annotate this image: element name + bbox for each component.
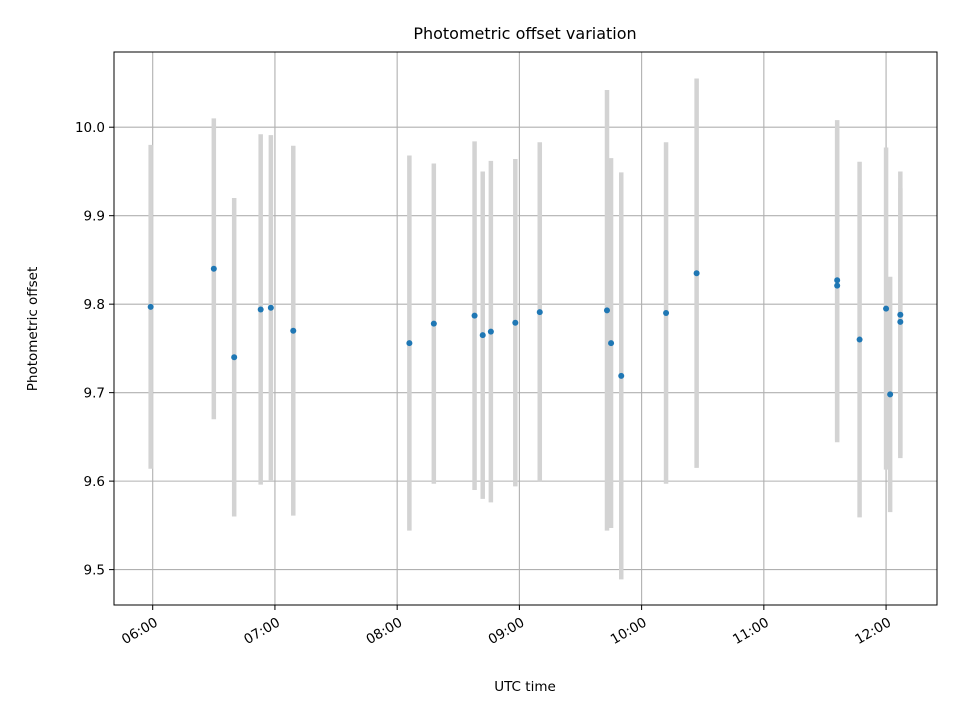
data-point <box>883 305 890 312</box>
data-point <box>147 303 154 310</box>
data-point <box>856 336 863 343</box>
data-point <box>834 282 841 289</box>
data-point <box>430 320 437 327</box>
data-point <box>536 309 543 316</box>
y-tick-label: 9.7 <box>84 386 105 402</box>
data-point <box>406 340 413 347</box>
data-point <box>663 310 670 317</box>
grid-lines <box>114 52 937 605</box>
data-point <box>887 391 894 398</box>
data-point <box>834 277 841 284</box>
data-point <box>479 332 486 339</box>
y-axis-label: Photometric offset <box>25 267 41 391</box>
y-axis-ticks: 9.5 9.6 9.7 9.8 9.9 10.0 <box>75 120 114 579</box>
data-point <box>257 306 264 313</box>
y-tick-label: 9.8 <box>84 297 105 313</box>
data-point <box>231 354 238 361</box>
data-point <box>487 328 494 335</box>
data-point <box>897 318 904 325</box>
y-tick-label: 10.0 <box>75 120 105 136</box>
y-tick-label: 9.6 <box>84 474 105 490</box>
data-point <box>267 304 274 311</box>
y-tick-label: 9.5 <box>84 563 105 579</box>
data-point <box>290 327 297 334</box>
data-point <box>512 319 519 326</box>
data-points <box>147 265 904 398</box>
data-point <box>618 372 625 379</box>
chart-title: Photometric offset variation <box>413 24 636 43</box>
data-point <box>693 270 700 277</box>
y-tick-label: 9.9 <box>84 209 105 225</box>
x-axis-label: UTC time <box>494 679 556 695</box>
data-point <box>897 311 904 318</box>
data-point <box>608 340 615 347</box>
data-point <box>603 307 610 314</box>
axes-frame <box>113 51 938 606</box>
data-point <box>471 312 478 319</box>
data-point <box>210 265 217 272</box>
